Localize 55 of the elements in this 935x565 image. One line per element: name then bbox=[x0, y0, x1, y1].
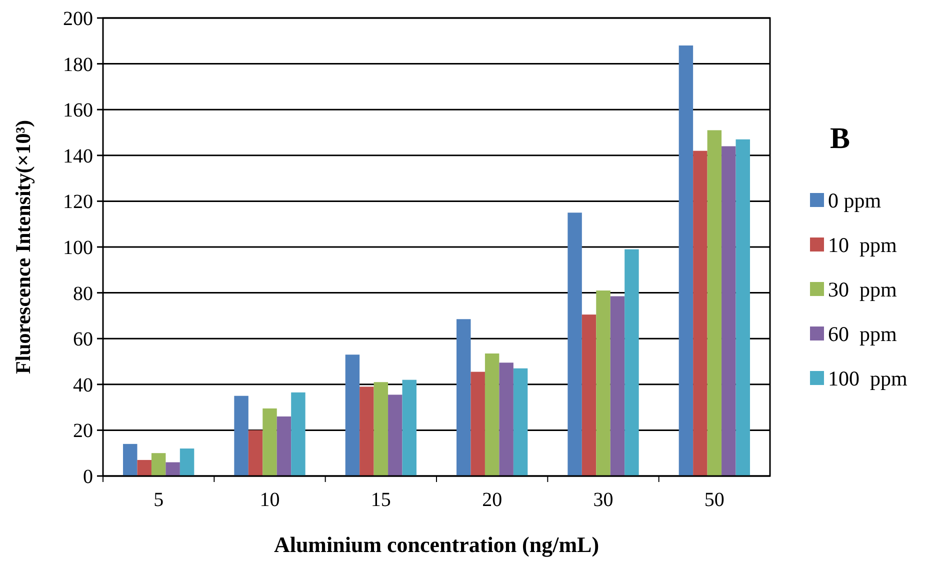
bar bbox=[513, 368, 528, 476]
bar bbox=[276, 416, 292, 476]
bar bbox=[568, 212, 582, 476]
y-tick-label: 40 bbox=[73, 374, 93, 396]
bar bbox=[345, 354, 360, 476]
y-tick-label: 60 bbox=[73, 328, 93, 351]
bar bbox=[374, 382, 388, 476]
legend-label: 0 ppm bbox=[828, 188, 882, 212]
legend-label: 60 ppm bbox=[828, 322, 897, 346]
bar bbox=[360, 386, 374, 476]
bar bbox=[123, 444, 138, 476]
y-axis-title: Fluorescence Intensity(×10³) bbox=[11, 120, 35, 374]
x-axis-title: Aluminium concentration (ng/mL) bbox=[274, 532, 600, 557]
bar bbox=[470, 372, 485, 476]
y-tick-label: 180 bbox=[63, 54, 93, 76]
legend-label: 10 ppm bbox=[828, 232, 897, 257]
bar bbox=[582, 314, 596, 476]
bar bbox=[456, 319, 471, 476]
y-tick-label: 0 bbox=[83, 466, 93, 488]
y-tick-label: 140 bbox=[63, 145, 93, 168]
x-tick-label: 5 bbox=[154, 489, 164, 511]
x-tick-label: 30 bbox=[593, 489, 614, 511]
bar bbox=[678, 45, 694, 476]
bar bbox=[722, 146, 736, 476]
bar bbox=[402, 380, 416, 476]
y-tick-label: 200 bbox=[63, 8, 93, 30]
x-tick-label: 15 bbox=[370, 489, 391, 511]
bar bbox=[234, 396, 248, 476]
bar bbox=[151, 453, 166, 476]
bar bbox=[596, 290, 610, 476]
bar bbox=[624, 249, 639, 476]
legend-label: 30 ppm bbox=[828, 277, 897, 302]
bar bbox=[248, 430, 263, 476]
bar bbox=[180, 448, 194, 476]
y-tick-label: 120 bbox=[63, 191, 93, 214]
x-tick-label: 20 bbox=[482, 489, 502, 511]
bar bbox=[707, 130, 722, 476]
bar bbox=[736, 139, 750, 476]
bar bbox=[693, 150, 708, 476]
bar bbox=[137, 460, 152, 476]
bar bbox=[291, 392, 306, 476]
bar bbox=[499, 362, 514, 476]
bar bbox=[610, 296, 625, 476]
legend-label: 100 ppm bbox=[828, 366, 908, 390]
bar bbox=[262, 408, 277, 476]
y-tick-label: 20 bbox=[73, 420, 93, 442]
bar bbox=[484, 353, 500, 476]
bar bbox=[388, 394, 402, 476]
y-tick-label: 160 bbox=[63, 100, 93, 122]
y-tick-label: 80 bbox=[73, 282, 93, 305]
y-tick-label: 100 bbox=[63, 237, 93, 259]
bar bbox=[166, 462, 180, 476]
x-tick-label: 50 bbox=[704, 489, 724, 511]
text: B bbox=[830, 122, 850, 155]
x-tick-label: 10 bbox=[260, 489, 280, 511]
